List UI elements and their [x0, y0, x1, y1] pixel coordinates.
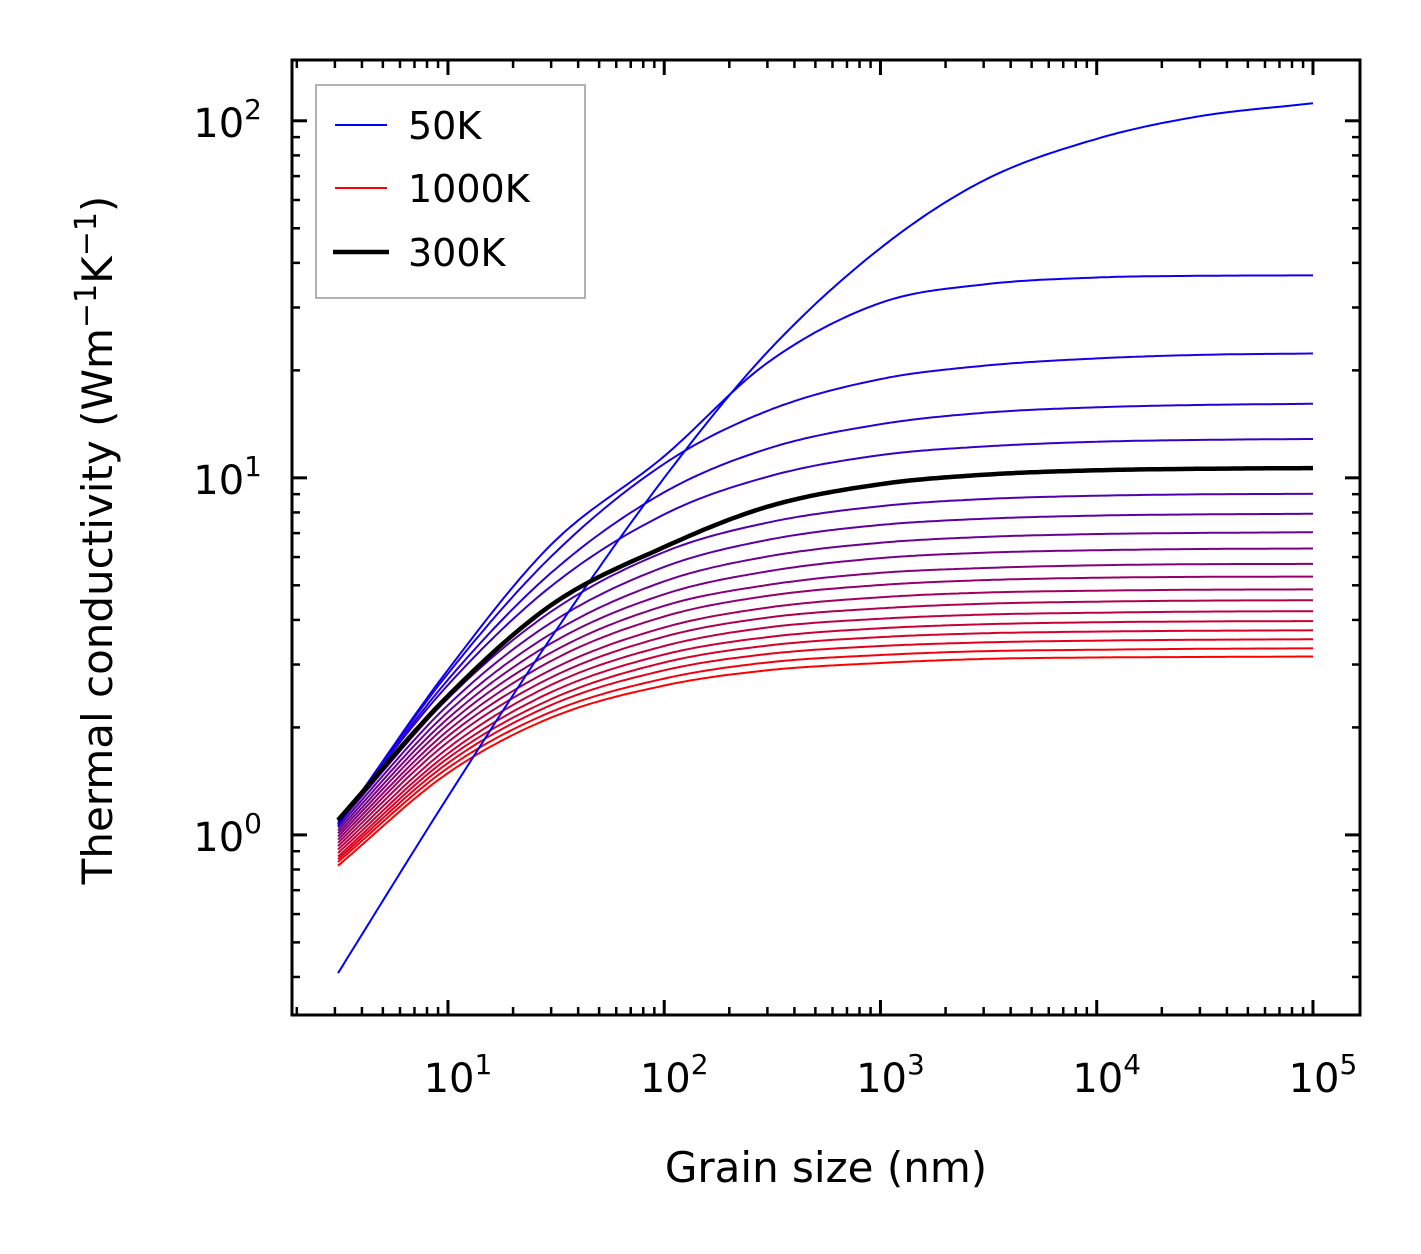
y-tick-label: 102 — [193, 93, 262, 147]
series-line-950k — [337, 647, 1314, 863]
series-line-500k — [337, 547, 1313, 834]
series-line-350k — [337, 492, 1314, 826]
series-line-250k — [337, 438, 1313, 823]
series-line-800k — [337, 620, 1313, 854]
series-line-300k — [336, 465, 1313, 822]
series-line-200k — [337, 402, 1313, 824]
y-tick-label: 101 — [193, 450, 262, 504]
series-line-650k — [337, 588, 1313, 844]
series-line-700k — [337, 599, 1313, 847]
x-tick-label: 103 — [856, 1048, 925, 1102]
x-tick-label: 101 — [424, 1048, 493, 1102]
x-tick-label: 104 — [1072, 1048, 1141, 1102]
series-line-600k — [337, 575, 1313, 841]
legend-label-300k: 300K — [408, 231, 507, 275]
plot-lines — [336, 102, 1314, 974]
x-tick-label: 102 — [640, 1048, 709, 1102]
series-line-550k — [337, 562, 1313, 838]
series-line-150k — [337, 352, 1313, 825]
series-line-50k — [337, 102, 1314, 974]
x-tick-labels: 101 102 103 104 105 — [424, 1048, 1358, 1102]
series-line-750k — [337, 610, 1313, 851]
series-line-1000k — [337, 655, 1313, 867]
legend-label-1000k: 1000K — [408, 167, 531, 211]
series-line-450k — [337, 531, 1313, 831]
series-line-100k — [337, 274, 1313, 827]
x-tick-label: 105 — [1289, 1048, 1358, 1102]
y-axis-label: Thermal conductivity (Wm−1K−1) — [69, 196, 122, 886]
series-line-850k — [337, 629, 1314, 858]
y-tick-labels: 100 101 102 — [193, 93, 262, 861]
legend-box — [315, 84, 586, 299]
legend: 50K 1000K 300K — [315, 84, 586, 299]
plot-frame — [290, 58, 1362, 1017]
legend-label-50k: 50K — [408, 104, 482, 148]
y-tick-label: 100 — [193, 807, 262, 861]
series-line-400k — [337, 512, 1313, 828]
series-line-900k — [337, 638, 1313, 860]
x-axis-label: Grain size (nm) — [665, 1143, 987, 1192]
